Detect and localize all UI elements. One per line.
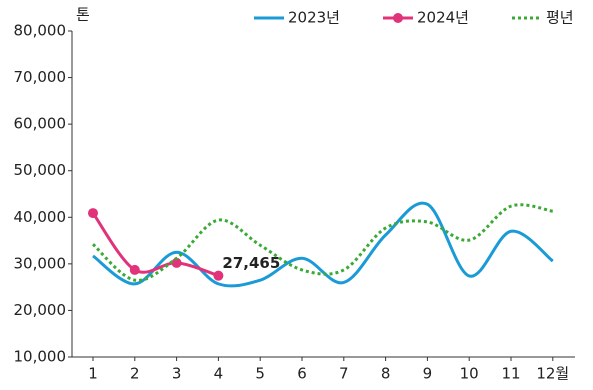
legend-label: 2023년 (288, 9, 340, 27)
marker (171, 257, 182, 268)
y-tick-label: 80,000 (14, 22, 67, 40)
value-label: 27,465 (222, 254, 280, 272)
y-unit: 톤 (76, 6, 90, 24)
x-tick-label: 6 (297, 365, 307, 383)
x-tick-label: 9 (423, 365, 433, 383)
y-tick-label: 20,000 (14, 301, 67, 319)
x-tick-label: 1 (88, 365, 98, 383)
legend-label: 평년 (546, 9, 574, 27)
legend-label: 2024년 (417, 9, 469, 27)
marker (129, 264, 140, 275)
marker (88, 208, 98, 219)
legend-marker (393, 13, 403, 23)
y-tick-label: 60,000 (14, 115, 67, 133)
series-line (91, 212, 219, 278)
x-tick-label: 11 (501, 365, 520, 383)
x-tick-label: 8 (381, 365, 391, 383)
y-tick-label: 30,000 (14, 254, 67, 272)
y-tick-label: 70,000 (14, 68, 67, 86)
x-tick-label: 2 (130, 365, 140, 383)
x-tick-label: 3 (172, 365, 182, 383)
x-tick-label: 7 (339, 365, 349, 383)
series-line (91, 203, 554, 282)
y-tick-label: 40,000 (14, 208, 67, 226)
marker (213, 270, 224, 281)
x-tick-label: 10 (460, 365, 479, 383)
x-tick-label: 5 (255, 365, 265, 383)
x-tick-label: 12월 (536, 365, 569, 383)
y-tick-label: 10,000 (14, 348, 67, 366)
series-line (92, 201, 554, 288)
x-tick-label: 4 (214, 365, 224, 383)
y-tick-label: 50,000 (14, 161, 67, 179)
